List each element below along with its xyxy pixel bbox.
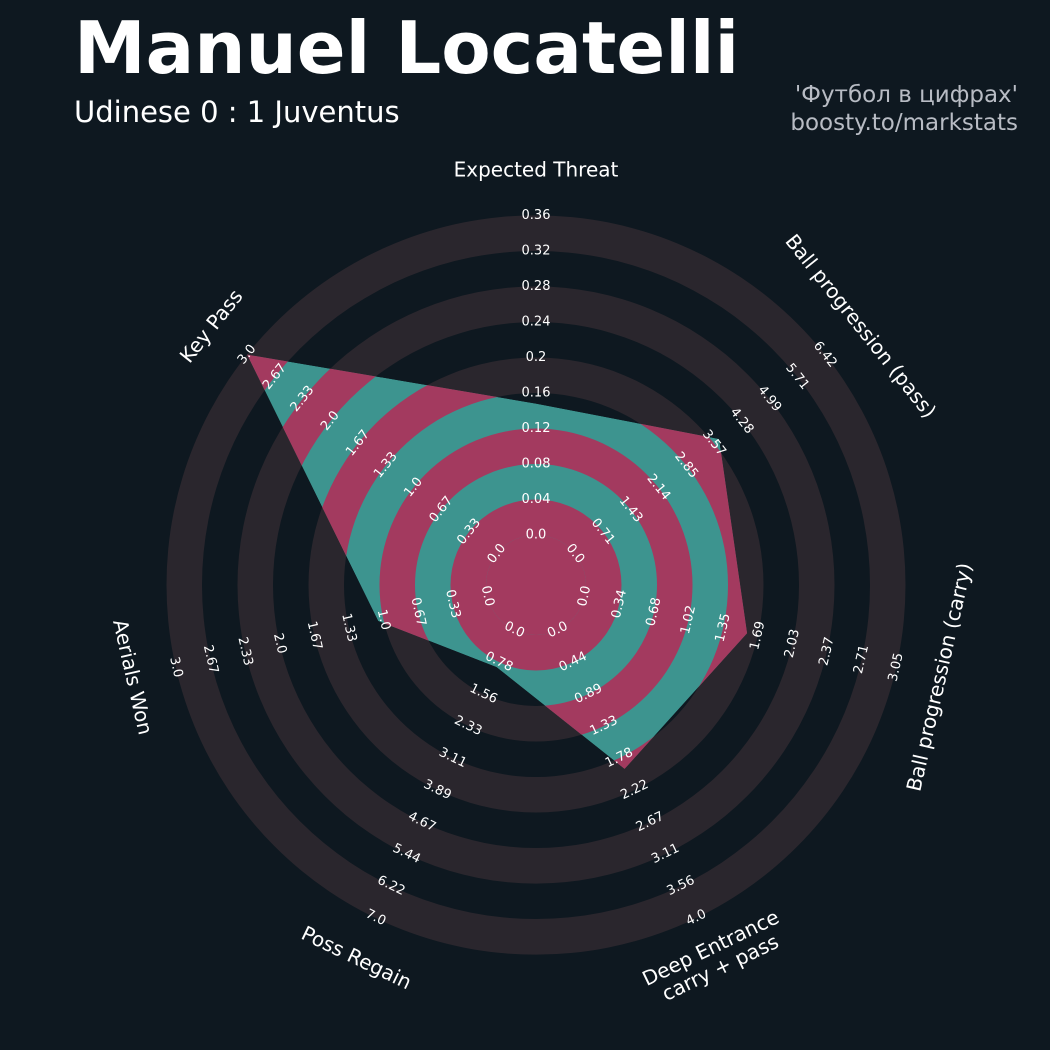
radar-tick-label: 0.24 xyxy=(522,315,551,330)
match-subtitle: Udinese 0 : 1 Juventus xyxy=(74,95,400,129)
radar-tick-label: 0.33 xyxy=(442,588,463,620)
radar-center-circle xyxy=(486,535,586,635)
radar-tick-labels: 0.0 0.04 0.08 0.12 0.16 0.2 0.24 0.28 0.32 0.36 0.… xyxy=(166,208,907,929)
radar-tick-label: 0.0 xyxy=(575,584,594,608)
credit-line-2: boosty.to/markstats xyxy=(790,109,1018,136)
radar-tick-label: 1.02 xyxy=(678,604,699,636)
radar-tick-label: 0.08 xyxy=(522,457,551,472)
radar-tick-label: 3.0 xyxy=(166,655,185,679)
radar-tick-label: 2.67 xyxy=(200,644,221,676)
credit-line-1: 'Футбол в цифрах' xyxy=(794,82,1018,108)
radar-axis-label: Ball progression (pass) xyxy=(781,229,942,422)
radar-tick-label: 3.05 xyxy=(886,651,907,683)
radar-tick-label: 2.0 xyxy=(270,632,289,656)
page-title: Manuel Locatelli xyxy=(74,6,740,90)
radar-tick-label: 2.37 xyxy=(816,636,837,668)
radar-tick-label: 1.35 xyxy=(713,612,734,644)
radar-tick-label: 1.33 xyxy=(338,612,359,644)
radar-tick-label: 0.0 xyxy=(478,584,497,608)
radar-tick-label: 1.0 xyxy=(374,608,393,632)
radar-tick-label: 0.16 xyxy=(522,386,551,401)
radar-tick-label: 0.04 xyxy=(522,492,551,507)
radar-tick-label: 0.0 xyxy=(526,528,547,543)
radar-axis-label: Poss Regain xyxy=(298,920,416,993)
radar-value-ring xyxy=(450,499,622,671)
radar-tick-label: 0.28 xyxy=(522,279,551,294)
radar-axis-label: Ball progression (carry) xyxy=(901,560,976,793)
radar-tick-label: 1.69 xyxy=(747,620,768,652)
radar-value-area xyxy=(247,354,748,769)
radar-tick-label: 0.32 xyxy=(522,244,551,259)
radar-tick-label: 0.68 xyxy=(643,596,664,628)
radar-axis-label: Expected Threat xyxy=(454,157,619,181)
radar-tick-label: 0.2 xyxy=(526,350,547,365)
radar-tick-label: 2.03 xyxy=(782,628,803,660)
radar-tick-label: 1.67 xyxy=(304,620,325,652)
radar-tick-label: 0.34 xyxy=(609,588,630,620)
radar-tick-label: 0.36 xyxy=(522,208,551,223)
radar-axis-label: Aerials Won xyxy=(109,617,159,737)
radar-tick-label: 0.67 xyxy=(407,596,428,628)
radar-tick-label: 2.71 xyxy=(851,644,872,676)
radar-tick-label: 2.33 xyxy=(234,636,255,668)
radar-tick-label: 0.12 xyxy=(522,421,551,436)
credit: 'Футбол в цифрах' boosty.to/markstats xyxy=(790,82,1018,137)
